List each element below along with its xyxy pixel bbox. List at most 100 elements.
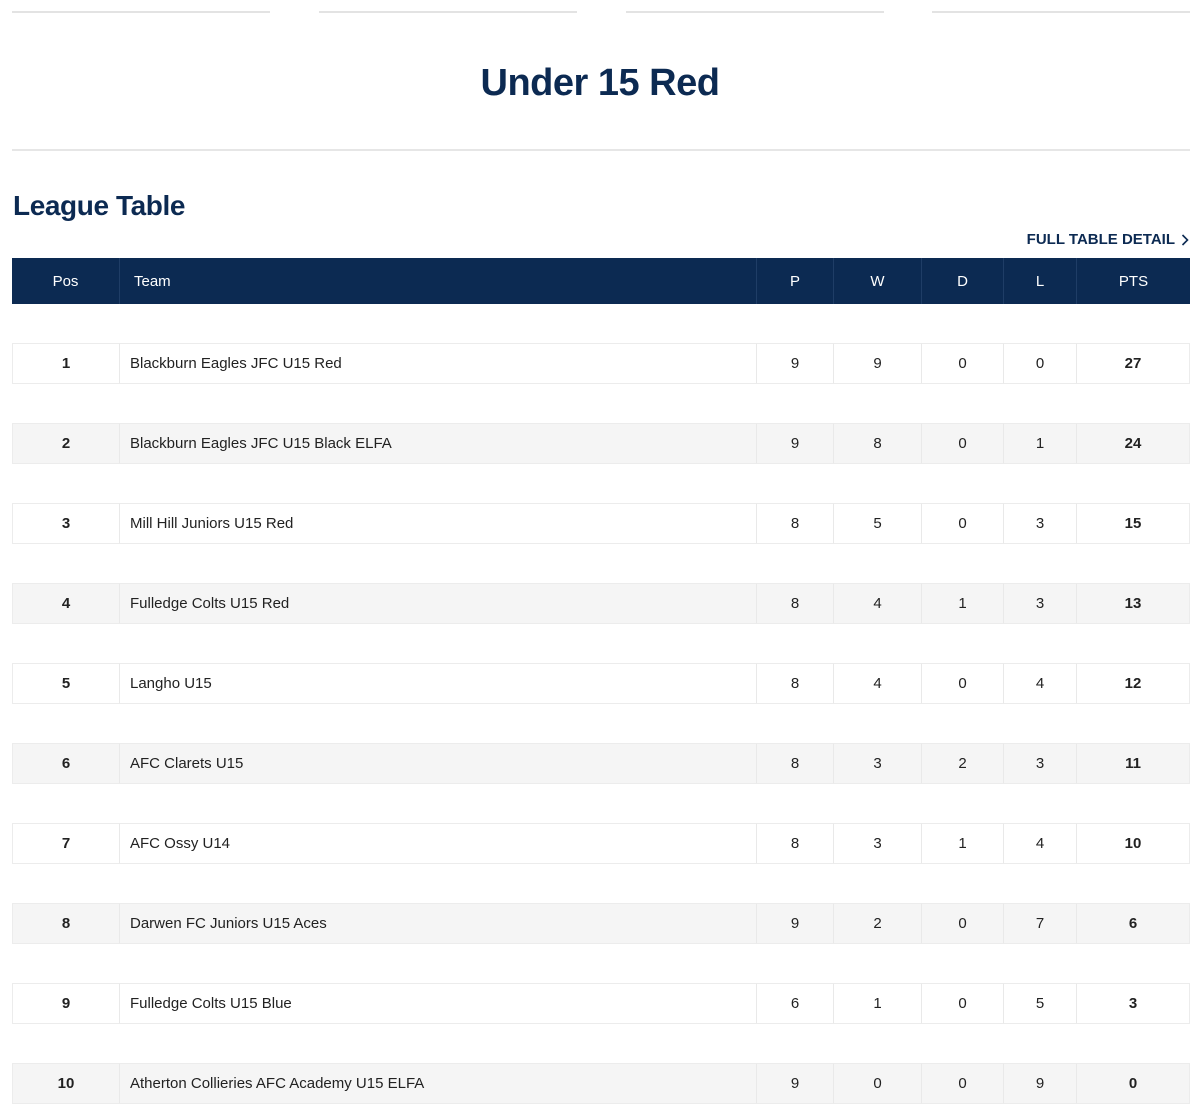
won-cell: 2 bbox=[834, 903, 922, 944]
row-spacer-cell bbox=[12, 624, 1190, 663]
table-row[interactable]: 9 Fulledge Colts U15 Blue 6 1 0 5 3 bbox=[12, 983, 1190, 1024]
points-cell: 24 bbox=[1077, 423, 1190, 464]
played-cell: 9 bbox=[757, 343, 834, 384]
points-cell: 15 bbox=[1077, 503, 1190, 544]
played-cell: 9 bbox=[757, 423, 834, 464]
points-cell: 11 bbox=[1077, 743, 1190, 784]
table-row[interactable]: 5 Langho U15 8 4 0 4 12 bbox=[12, 663, 1190, 704]
league-table-heading: League Table bbox=[13, 190, 186, 221]
points-cell: 12 bbox=[1077, 663, 1190, 704]
lost-cell: 9 bbox=[1004, 1063, 1077, 1104]
full-table-detail-label: FULL TABLE DETAIL bbox=[1026, 231, 1175, 248]
drawn-cell: 0 bbox=[922, 1063, 1004, 1104]
drawn-cell: 0 bbox=[922, 663, 1004, 704]
row-spacer bbox=[12, 704, 1190, 743]
top-tab-strip bbox=[0, 0, 1200, 14]
table-header-row: Pos Team P W D L PTS bbox=[12, 258, 1190, 304]
won-cell: 1 bbox=[834, 983, 922, 1024]
lost-cell: 7 bbox=[1004, 903, 1077, 944]
position-cell: 6 bbox=[12, 743, 120, 784]
full-table-detail-link[interactable]: FULL TABLE DETAIL bbox=[1027, 231, 1189, 248]
team-name-cell: AFC Clarets U15 bbox=[120, 743, 757, 784]
won-cell: 5 bbox=[834, 503, 922, 544]
row-spacer-cell bbox=[12, 464, 1190, 503]
won-cell: 3 bbox=[834, 823, 922, 864]
table-body: 1 Blackburn Eagles JFC U15 Red 9 9 0 0 27 2 Blac… bbox=[12, 304, 1190, 1104]
column-header-won[interactable]: W bbox=[834, 258, 922, 304]
lost-cell: 4 bbox=[1004, 663, 1077, 704]
points-cell: 0 bbox=[1077, 1063, 1190, 1104]
column-header-lost[interactable]: L bbox=[1004, 258, 1077, 304]
row-spacer bbox=[12, 464, 1190, 503]
row-spacer-cell bbox=[12, 1024, 1190, 1063]
column-header-team[interactable]: Team bbox=[120, 258, 757, 304]
row-spacer-cell bbox=[12, 384, 1190, 423]
position-cell: 9 bbox=[12, 983, 120, 1024]
column-header-played[interactable]: P bbox=[757, 258, 834, 304]
played-cell: 8 bbox=[757, 663, 834, 704]
table-row[interactable]: 1 Blackburn Eagles JFC U15 Red 9 9 0 0 27 bbox=[12, 343, 1190, 384]
points-cell: 27 bbox=[1077, 343, 1190, 384]
drawn-cell: 0 bbox=[922, 983, 1004, 1024]
table-row[interactable]: 2 Blackburn Eagles JFC U15 Black ELFA 9 8 0 1… bbox=[12, 423, 1190, 464]
row-spacer bbox=[12, 544, 1190, 583]
drawn-cell: 0 bbox=[922, 903, 1004, 944]
row-spacer bbox=[12, 384, 1190, 423]
team-name-cell: Langho U15 bbox=[120, 663, 757, 704]
played-cell: 9 bbox=[757, 1063, 834, 1104]
top-tab-indicator[interactable] bbox=[12, 11, 270, 13]
lost-cell: 3 bbox=[1004, 583, 1077, 624]
page-title: Under 15 Red bbox=[480, 62, 720, 104]
drawn-cell: 0 bbox=[922, 423, 1004, 464]
top-tab-indicator[interactable] bbox=[319, 11, 577, 13]
drawn-cell: 2 bbox=[922, 743, 1004, 784]
drawn-cell: 0 bbox=[922, 503, 1004, 544]
table-row[interactable]: 6 AFC Clarets U15 8 3 2 3 11 bbox=[12, 743, 1190, 784]
column-header-drawn[interactable]: D bbox=[922, 258, 1004, 304]
position-cell: 5 bbox=[12, 663, 120, 704]
table-row[interactable]: 4 Fulledge Colts U15 Red 8 4 1 3 13 bbox=[12, 583, 1190, 624]
lost-cell: 0 bbox=[1004, 343, 1077, 384]
lost-cell: 3 bbox=[1004, 503, 1077, 544]
lost-cell: 5 bbox=[1004, 983, 1077, 1024]
table-row[interactable]: 3 Mill Hill Juniors U15 Red 8 5 0 3 15 bbox=[12, 503, 1190, 544]
lost-cell: 3 bbox=[1004, 743, 1077, 784]
top-tab-indicator[interactable] bbox=[626, 11, 884, 13]
played-cell: 8 bbox=[757, 503, 834, 544]
table-row[interactable]: 8 Darwen FC Juniors U15 Aces 9 2 0 7 6 bbox=[12, 903, 1190, 944]
position-cell: 4 bbox=[12, 583, 120, 624]
position-cell: 2 bbox=[12, 423, 120, 464]
table-row[interactable]: 7 AFC Ossy U14 8 3 1 4 10 bbox=[12, 823, 1190, 864]
points-cell: 6 bbox=[1077, 903, 1190, 944]
column-header-pos[interactable]: Pos bbox=[12, 258, 120, 304]
position-cell: 1 bbox=[12, 343, 120, 384]
team-name-cell: Blackburn Eagles JFC U15 Red bbox=[120, 343, 757, 384]
row-spacer bbox=[12, 944, 1190, 983]
played-cell: 6 bbox=[757, 983, 834, 1024]
row-spacer-cell bbox=[12, 944, 1190, 983]
table-row[interactable]: 10 Atherton Collieries AFC Academy U15 EL… bbox=[12, 1063, 1190, 1104]
team-name-cell: Fulledge Colts U15 Blue bbox=[120, 983, 757, 1024]
won-cell: 0 bbox=[834, 1063, 922, 1104]
team-name-cell: Darwen FC Juniors U15 Aces bbox=[120, 903, 757, 944]
team-name-cell: Atherton Collieries AFC Academy U15 ELFA bbox=[120, 1063, 757, 1104]
team-name-cell: Mill Hill Juniors U15 Red bbox=[120, 503, 757, 544]
team-name-cell: Blackburn Eagles JFC U15 Black ELFA bbox=[120, 423, 757, 464]
team-name-cell: AFC Ossy U14 bbox=[120, 823, 757, 864]
row-spacer-cell bbox=[12, 544, 1190, 583]
row-spacer bbox=[12, 784, 1190, 823]
points-cell: 13 bbox=[1077, 583, 1190, 624]
row-spacer-cell bbox=[12, 704, 1190, 743]
league-table: Pos Team P W D L PTS 1 Blackburn Eagles J… bbox=[12, 258, 1190, 1104]
column-header-points[interactable]: PTS bbox=[1077, 258, 1190, 304]
points-cell: 10 bbox=[1077, 823, 1190, 864]
position-cell: 3 bbox=[12, 503, 120, 544]
position-cell: 8 bbox=[12, 903, 120, 944]
won-cell: 3 bbox=[834, 743, 922, 784]
top-tab-indicator[interactable] bbox=[932, 11, 1190, 13]
won-cell: 9 bbox=[834, 343, 922, 384]
row-spacer bbox=[12, 864, 1190, 903]
lost-cell: 1 bbox=[1004, 423, 1077, 464]
row-spacer-cell bbox=[12, 784, 1190, 823]
won-cell: 4 bbox=[834, 583, 922, 624]
